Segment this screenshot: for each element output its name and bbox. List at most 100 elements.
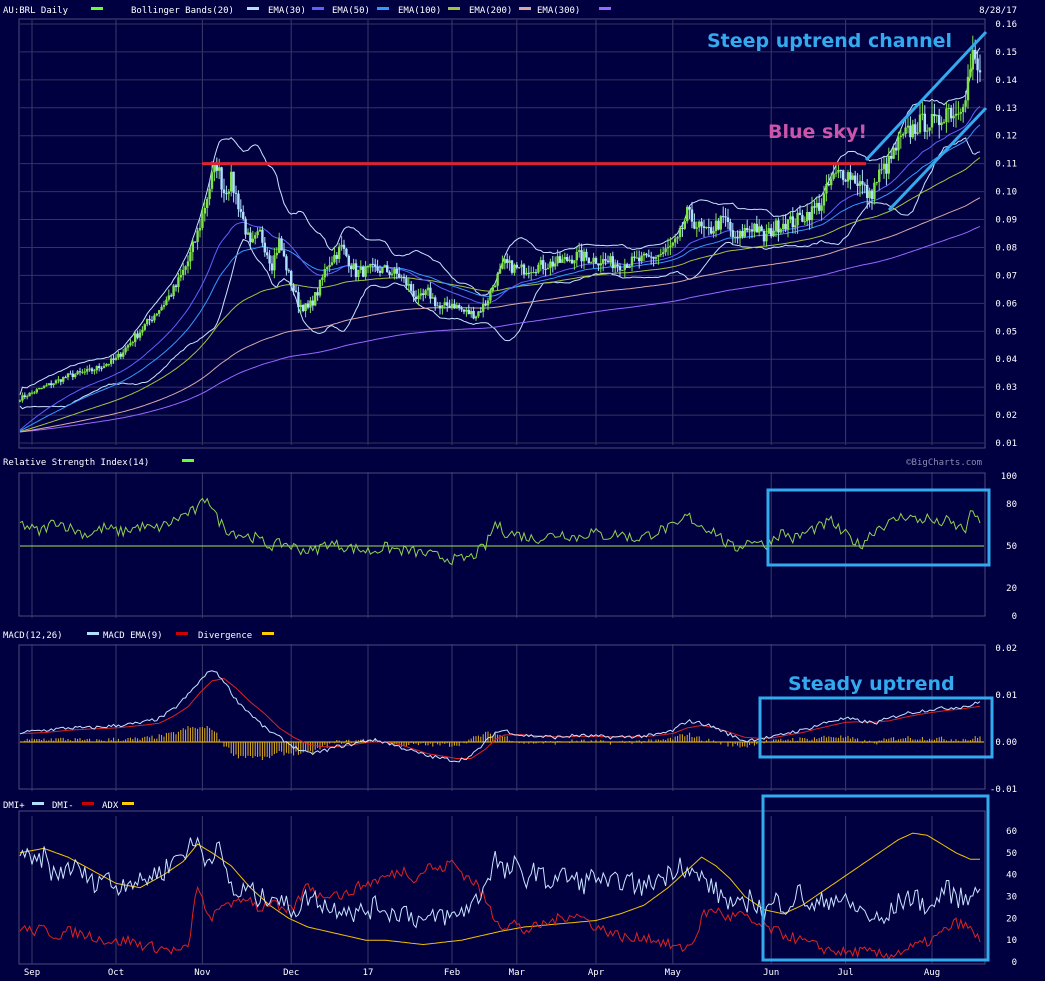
price-ytick-13: 0.03 xyxy=(995,383,1017,393)
candle-body-198 xyxy=(494,285,497,288)
candle-body-358 xyxy=(878,169,881,183)
candle-body-199 xyxy=(496,273,499,286)
candle-body-125 xyxy=(318,279,322,296)
candle-body-206 xyxy=(513,264,516,273)
candle-body-382 xyxy=(935,115,938,117)
candle-body-113 xyxy=(290,270,293,286)
candle-body-38 xyxy=(110,358,113,364)
candle-body-211 xyxy=(525,272,528,275)
candle-body-19 xyxy=(64,377,67,379)
candle-body-109 xyxy=(280,238,283,251)
price-ytick-4: 0.12 xyxy=(995,132,1017,142)
legend-ema300-swatch xyxy=(599,7,611,10)
candle-body-182 xyxy=(455,305,458,309)
candle-body-155 xyxy=(390,273,394,275)
candle-body-124 xyxy=(316,292,319,296)
candle-body-69 xyxy=(184,266,187,270)
candle-body-64 xyxy=(172,285,175,297)
candle-body-232 xyxy=(575,251,578,261)
candle-body-193 xyxy=(482,303,485,312)
ema-50 xyxy=(19,124,981,432)
candle-body-238 xyxy=(590,262,593,264)
adx-swatch xyxy=(122,802,134,805)
macd-ytick-1: 0.01 xyxy=(995,691,1017,701)
candle-body-34 xyxy=(100,368,103,370)
candle-body-188 xyxy=(470,311,473,315)
adx-label: ADX xyxy=(102,801,119,811)
candle-body-379 xyxy=(928,127,931,131)
candle-body-203 xyxy=(506,259,509,263)
candle-body-244 xyxy=(604,259,607,261)
candle-body-241 xyxy=(597,263,600,266)
macd-legend: MACD(12,26) MACD EMA(9) Divergence xyxy=(3,631,274,641)
candle-body-58 xyxy=(158,310,161,314)
candle-body-9 xyxy=(40,388,43,390)
candle-body-367 xyxy=(899,135,902,137)
candle-body-189 xyxy=(472,311,475,319)
candle-body-108 xyxy=(278,238,281,253)
candle-body-346 xyxy=(849,172,852,180)
candle-body-354 xyxy=(868,190,871,199)
candle-body-24 xyxy=(76,371,79,375)
candle-body-370 xyxy=(906,125,910,128)
candle-body-343 xyxy=(842,170,845,180)
candle-body-133 xyxy=(338,246,341,259)
candle-body-284 xyxy=(700,221,703,227)
candle-body-51 xyxy=(141,329,144,333)
candle-body-112 xyxy=(287,270,290,272)
candle-body-91 xyxy=(237,193,240,210)
macd-signal-label: MACD EMA(9) xyxy=(103,631,163,641)
candle-body-312 xyxy=(767,228,770,234)
candle-body-349 xyxy=(856,183,859,186)
bigcharts-credit: ©BigCharts.com xyxy=(906,458,982,468)
legend-ema50: EMA(50) xyxy=(332,6,370,16)
candle-body-174 xyxy=(436,305,439,307)
candle-body-285 xyxy=(702,226,706,228)
candle-body-5 xyxy=(30,392,34,394)
legend-ema200: EMA(200) xyxy=(469,6,512,16)
candle-body-397 xyxy=(971,49,974,70)
candle-body-304 xyxy=(748,229,751,231)
candle-body-256 xyxy=(633,256,636,258)
candle-body-53 xyxy=(146,319,149,325)
candle-body-76 xyxy=(201,213,204,228)
candle-body-130 xyxy=(330,262,334,265)
legend-ema200-swatch xyxy=(519,7,531,10)
legend-ema100-swatch xyxy=(448,7,460,10)
candle-body-307 xyxy=(755,223,758,233)
candle-body-396 xyxy=(969,69,972,77)
candle-body-177 xyxy=(443,302,446,306)
candle-body-151 xyxy=(381,267,384,273)
candle-body-226 xyxy=(561,259,564,263)
candle-body-390 xyxy=(954,113,958,116)
price-ytick-8: 0.08 xyxy=(995,243,1017,253)
candle-body-251 xyxy=(621,269,624,271)
candle-body-183 xyxy=(458,305,461,309)
dmi-ytick-6: 0 xyxy=(1012,958,1017,968)
xtick-11: Aug xyxy=(924,968,940,978)
candle-body-120 xyxy=(306,303,310,308)
price-title: AU:BRL Daily xyxy=(3,6,69,16)
candle-body-23 xyxy=(74,374,77,378)
price-ytick-5: 0.11 xyxy=(995,160,1017,170)
candle-body-111 xyxy=(285,256,288,271)
candle-body-383 xyxy=(938,115,941,126)
candle-body-233 xyxy=(578,250,581,252)
macd-title: MACD(12,26) xyxy=(3,631,63,641)
channel-upper-line xyxy=(864,30,988,162)
annotation-steady-uptrend: Steady uptrend xyxy=(788,673,955,695)
candle-body-122 xyxy=(311,300,314,306)
candle-body-322 xyxy=(791,216,794,228)
candle-body-350 xyxy=(858,181,862,186)
candle-body-84 xyxy=(220,167,223,190)
candle-body-235 xyxy=(582,251,586,262)
candle-body-62 xyxy=(167,295,170,300)
candle-body-338 xyxy=(830,178,833,186)
candle-body-96 xyxy=(249,232,252,243)
macd-ytick-3: -0.01 xyxy=(990,785,1017,795)
candle-body-88 xyxy=(230,171,233,192)
rsi-ytick-4: 0 xyxy=(1012,612,1017,622)
xtick-3: Dec xyxy=(283,968,299,978)
candle-body-266 xyxy=(657,254,660,258)
candle-body-4 xyxy=(28,392,31,397)
